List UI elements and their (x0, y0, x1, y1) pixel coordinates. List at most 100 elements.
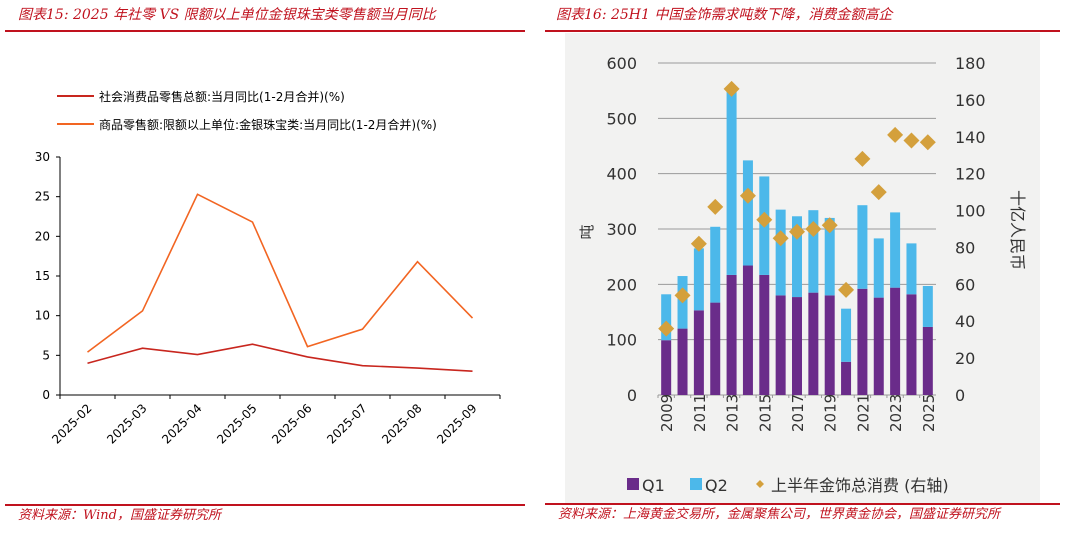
x-tick-label: 2009 (658, 394, 676, 432)
legend-swatch-diamond (756, 480, 764, 488)
x-tick-label: 2025-05 (214, 401, 259, 446)
right-source-divider (545, 503, 1060, 505)
diamond-2018 (805, 221, 822, 237)
right-chart-background (565, 33, 1040, 503)
bar-q2-2022 (873, 238, 884, 298)
y-axis-title: 吨 (578, 224, 596, 239)
y2-tick-label: 120 (955, 165, 986, 184)
bar-q2-2017 (792, 216, 802, 298)
y-tick-label: 10 (35, 309, 50, 323)
diamond-2022 (870, 184, 887, 201)
bar-q1-2009 (661, 340, 672, 395)
diamond-2021 (854, 150, 871, 167)
x-tick-label: 2021 (854, 394, 872, 432)
right-title-divider (545, 30, 1060, 32)
legend-label-consumption: 上半年金饰总消费 (右轴) (771, 476, 949, 495)
series-line-2 (87, 193, 474, 353)
bar-q1-2011 (693, 310, 704, 395)
bar-q2-2012 (710, 226, 721, 303)
diamond-2023 (887, 126, 904, 143)
diamond-2016 (772, 230, 789, 247)
bar-q1-2020 (841, 361, 852, 395)
x-tick-label: 2025-09 (434, 401, 479, 446)
bar-q1-2019 (824, 295, 835, 395)
x-tick-label: 2025 (920, 394, 938, 432)
x-tick-label: 2025-06 (269, 401, 314, 446)
y2-tick-label: 60 (955, 275, 975, 294)
legend-label-2: 商品零售额:限额以上单位:金银珠宝类:当月同比(1-2月合并)(%) (99, 117, 437, 132)
y-tick-label: 500 (606, 109, 637, 128)
diamond-2017 (789, 223, 805, 240)
left-source: 资料来源：Wind，国盛证券研究所 (18, 508, 221, 523)
diamond-2012 (707, 198, 724, 215)
y-tick-label: 300 (606, 220, 637, 239)
series-line-1 (87, 343, 473, 372)
bar-q1-2018 (808, 292, 819, 395)
x-tick-label: 2025-03 (104, 401, 149, 446)
left-source-divider (5, 504, 525, 506)
x-tick-label: 2025-07 (324, 401, 369, 446)
y2-axis-title: 十亿人民币 (1008, 190, 1027, 270)
y-tick-label: 15 (35, 269, 50, 283)
y2-tick-label: 160 (955, 91, 986, 110)
y2-tick-label: 140 (955, 128, 986, 147)
bar-q1-2012 (710, 302, 721, 395)
x-tick-label: 2025-02 (49, 401, 94, 446)
bar-q2-2013 (726, 89, 737, 275)
bar-q2-2024 (906, 243, 917, 295)
diamond-2011 (690, 235, 707, 252)
bar-q2-2009 (661, 294, 672, 341)
bar-q1-2024 (906, 294, 917, 395)
bar-q2-2021 (857, 205, 868, 289)
right-bar-chart: 0 100 200 300 400 500 600 0 20 40 60 80 100 120 140 160… (578, 54, 1027, 495)
y2-tick-label: 180 (955, 54, 986, 73)
diamond-2015 (756, 211, 773, 228)
legend-label-q1: Q1 (642, 476, 665, 495)
bar-q2-2016 (775, 209, 786, 296)
diamond-2025 (919, 134, 936, 151)
y-tick-label: 25 (35, 190, 50, 204)
left-line-chart: 0 5 10 15 20 25 30 2025-02 2025-03 2025-04 2025-05… (35, 89, 501, 447)
diamond-2010 (674, 287, 691, 304)
y-tick-label: 400 (606, 165, 637, 184)
bar-q1-2010 (677, 328, 688, 395)
x-tick-label: 2025-04 (159, 401, 204, 446)
bar-q1-2022 (873, 297, 884, 395)
diamond-2013 (723, 80, 740, 97)
bar-q2-2025 (922, 285, 933, 327)
bar-q2-2020 (841, 308, 852, 362)
y2-tick-label: 80 (955, 238, 975, 257)
y-tick-label: 600 (606, 54, 637, 73)
bar-q1-2013 (726, 274, 737, 395)
diamond-2019 (821, 217, 838, 234)
diamond-2024 (903, 132, 920, 149)
y2-tick-label: 40 (955, 312, 975, 331)
bar-q1-2017 (792, 297, 802, 395)
diamond-2009 (658, 320, 675, 337)
bar-q2-2019 (824, 217, 835, 296)
bar-q2-2023 (890, 212, 901, 288)
bar-q2-2011 (693, 248, 704, 311)
y-tick-label: 0 (627, 386, 637, 405)
y-tick-label: 30 (35, 150, 50, 164)
bar-q2-2014 (742, 160, 753, 266)
y-tick-label: 20 (35, 229, 50, 243)
legend-swatch-q2 (690, 478, 702, 490)
legend-swatch-q1 (627, 478, 639, 490)
bar-q1-2015 (759, 274, 770, 395)
y-tick-label: 200 (606, 275, 637, 294)
y2-tick-label: 100 (955, 202, 986, 221)
y-tick-label: 100 (606, 331, 637, 350)
left-chart-title: 图表15: 2025 年社零 VS 限额以上单位金银珠宝类零售额当月同比 (18, 7, 436, 23)
y-tick-label: 5 (42, 348, 50, 362)
bar-q2-2018 (808, 210, 819, 293)
x-tick-label: 2015 (756, 394, 774, 432)
right-chart-title: 图表16: 25H1 中国金饰需求吨数下降，消费金额高企 (556, 7, 893, 23)
right-source: 资料来源：上海黄金交易所，金属聚焦公司，世界黄金协会，国盛证券研究所 (558, 507, 1001, 522)
bar-q1-2014 (742, 265, 753, 395)
bar-q1-2025 (922, 326, 933, 395)
bar-q1-2021 (857, 288, 868, 395)
legend-label-1: 社会消费品零售总额:当月同比(1-2月合并)(%) (99, 89, 345, 104)
y2-tick-label: 20 (955, 349, 975, 368)
